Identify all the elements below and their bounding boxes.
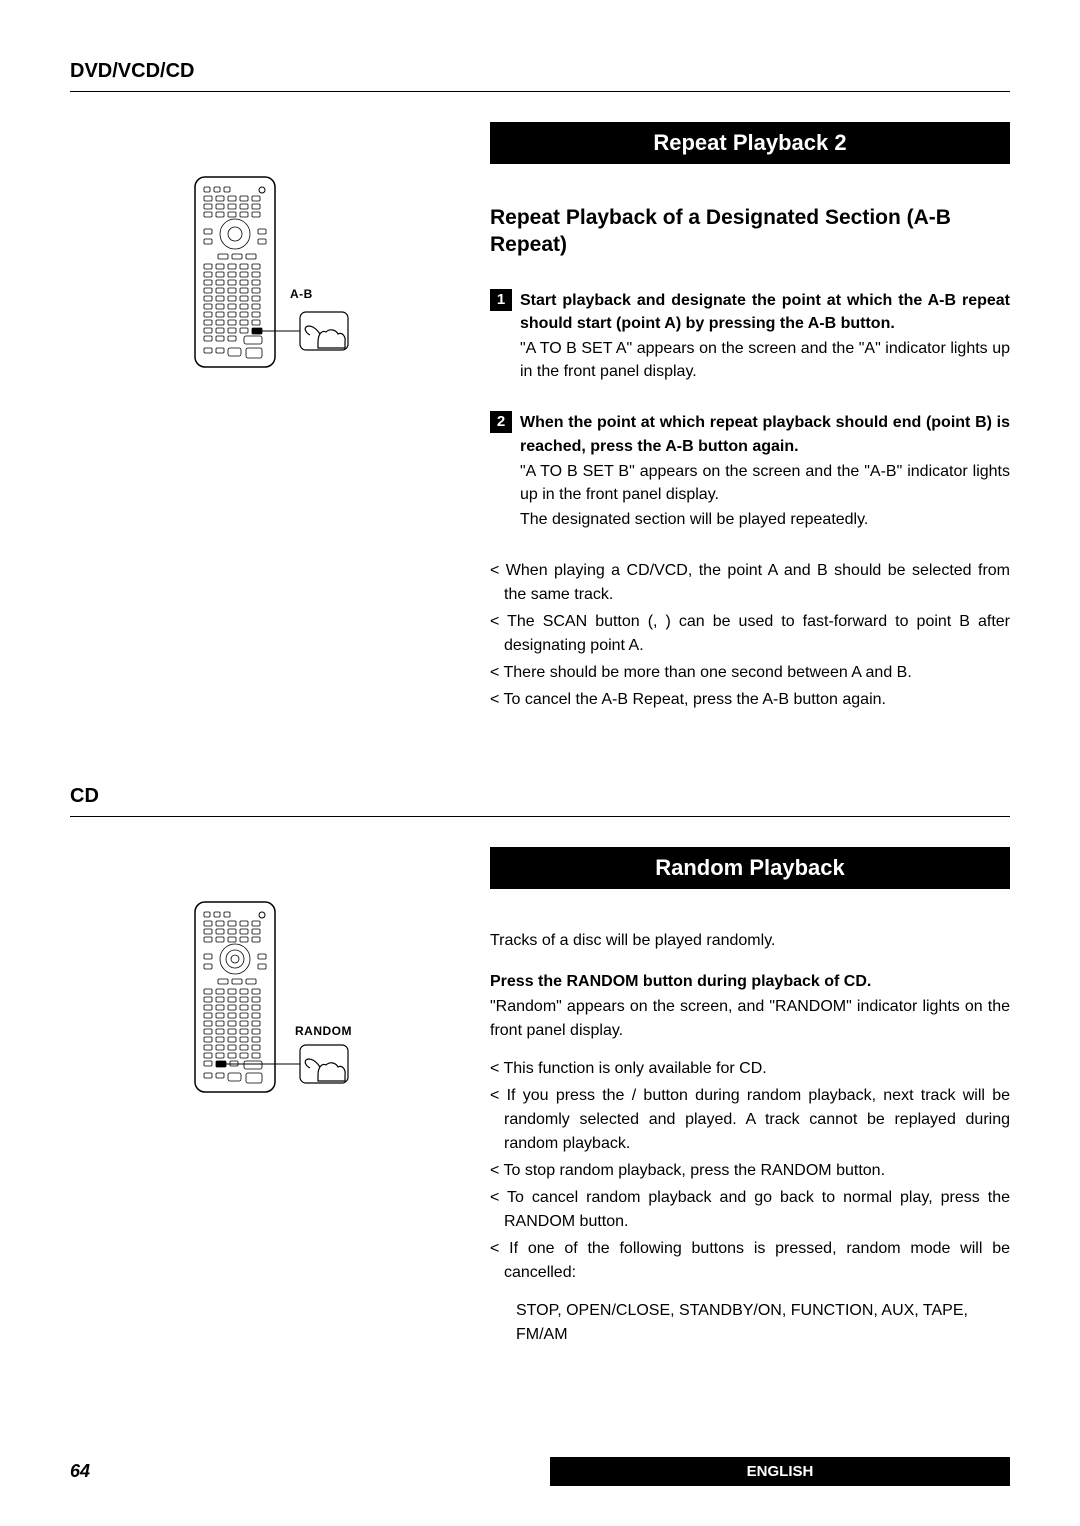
note-item: To cancel random playback and go back to… <box>490 1186 1010 1234</box>
random-instruction: Press the RANDOM button during playback … <box>490 973 1010 991</box>
step-num-icon: 1 <box>490 289 512 311</box>
note-item: There should be more than one second bet… <box>490 661 1010 685</box>
ab-callout-label: A-B <box>290 287 313 301</box>
divider <box>70 816 1010 817</box>
random-body: "Random" appears on the screen, and "RAN… <box>490 995 1010 1043</box>
random-banner: Random Playback <box>490 847 1010 889</box>
remote-svg <box>190 172 380 382</box>
step-2-bold: When the point at which repeat playback … <box>520 411 1010 457</box>
step-num-icon: 2 <box>490 411 512 433</box>
ab-notes: When playing a CD/VCD, the point A and B… <box>490 559 1010 712</box>
step-2: 2 When the point at which repeat playbac… <box>490 411 1010 531</box>
step-1-detail: "A TO B SET A" appears on the screen and… <box>520 337 1010 383</box>
repeat-banner: Repeat Playback 2 <box>490 122 1010 164</box>
remote-svg <box>190 897 390 1107</box>
step-1-bold: Start playback and designate the point a… <box>520 289 1010 335</box>
note-item: The SCAN button (, ) can be used to fast… <box>490 610 1010 658</box>
note-item: To cancel the A-B Repeat, press the A-B … <box>490 688 1010 712</box>
page-number: 64 <box>70 1461 90 1482</box>
random-callout-label: RANDOM <box>295 1024 352 1038</box>
random-notes: This function is only available for CD. … <box>490 1057 1010 1285</box>
step-1: 1 Start playback and designate the point… <box>490 289 1010 384</box>
step-2-detail: "A TO B SET B" appears on the screen and… <box>520 460 1010 506</box>
step-2-detail2: The designated section will be played re… <box>520 508 1010 531</box>
note-item: If you press the / button during random … <box>490 1084 1010 1156</box>
note-item: When playing a CD/VCD, the point A and B… <box>490 559 1010 607</box>
random-intro: Tracks of a disc will be played randomly… <box>490 929 1010 953</box>
divider <box>70 91 1010 92</box>
disc-type-label: DVD/VCD/CD <box>70 60 490 83</box>
cancel-buttons-list: STOP, OPEN/CLOSE, STANDBY/ON, FUNCTION, … <box>490 1299 1010 1347</box>
ab-subheading: Repeat Playback of a Designated Section … <box>490 204 1010 259</box>
language-banner: ENGLISH <box>550 1457 1010 1486</box>
note-item: If one of the following buttons is press… <box>490 1237 1010 1285</box>
disc-type-label-cd: CD <box>70 785 490 808</box>
note-item: This function is only available for CD. <box>490 1057 1010 1081</box>
note-item: To stop random playback, press the RANDO… <box>490 1159 1010 1183</box>
remote-illustration-random: RANDOM <box>190 897 490 1107</box>
remote-illustration-ab: A-B <box>190 172 490 382</box>
